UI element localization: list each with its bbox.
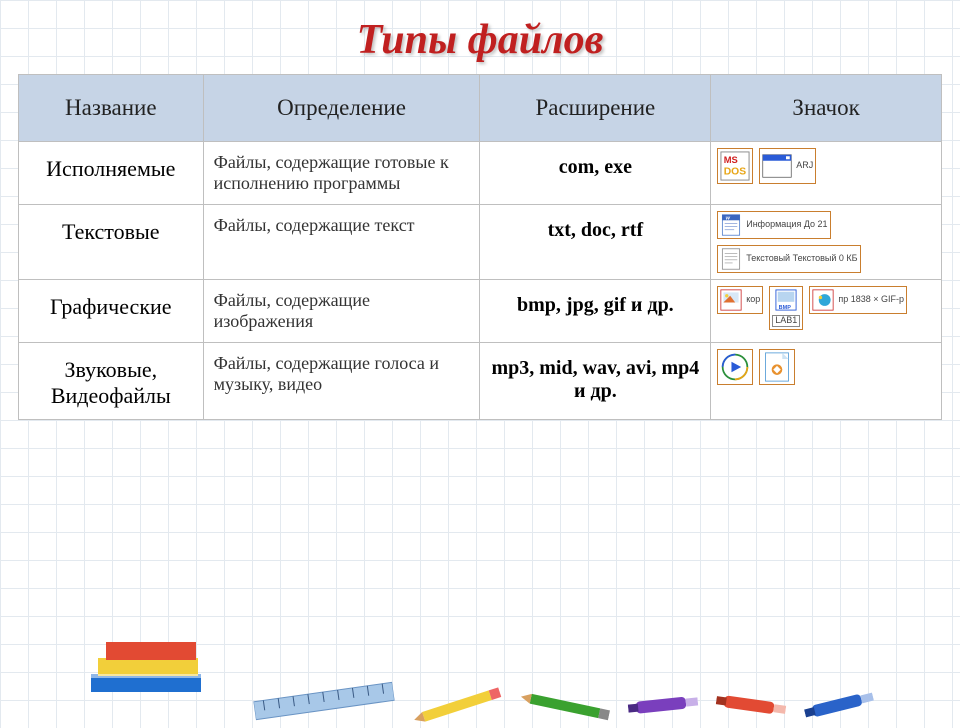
books-icon: [86, 624, 236, 714]
file-types-table: Название Определение Расширение Значок И…: [18, 74, 942, 420]
arj-window-icon: ARJ: [759, 148, 816, 184]
cell-ext: txt, doc, rtf: [480, 205, 711, 280]
marker-icon: [715, 691, 787, 719]
svg-text:BMP: BMP: [779, 305, 792, 311]
page-title: Типы файлов: [0, 0, 960, 74]
cell-def: Файлы, содержащие готовые к исполнению п…: [203, 142, 480, 205]
table-row: Звуковые, Видеофайлы Файлы, содержащие г…: [19, 343, 942, 420]
cell-name: Текстовые: [19, 205, 204, 280]
table-row: Графические Файлы, содержащие изображени…: [19, 280, 942, 343]
cell-ext: bmp, jpg, gif и др.: [480, 280, 711, 343]
cell-icons: MS DOS ARJ: [711, 142, 942, 205]
cell-def: Файлы, содержащие текст: [203, 205, 480, 280]
col-definition: Определение: [203, 75, 480, 142]
table-row: Исполняемые Файлы, содержащие готовые к …: [19, 142, 942, 205]
ruler-icon: [253, 678, 395, 723]
marker-icon: [627, 692, 698, 717]
pencil-icon: [519, 689, 610, 723]
icon-label: кор: [746, 295, 760, 305]
table-header-row: Название Определение Расширение Значок: [19, 75, 942, 142]
cell-def: Файлы, содержащие изображения: [203, 280, 480, 343]
media-player-icon: [717, 349, 753, 385]
stationery-strip: [0, 620, 960, 720]
cell-icons: [711, 343, 942, 420]
svg-text:DOS: DOS: [724, 166, 746, 177]
table-wrapper: Название Определение Расширение Значок И…: [0, 74, 960, 420]
gif-icon: пр 1838 × GIF-р: [809, 286, 907, 314]
icon-label: ARJ: [796, 161, 813, 171]
table-row: Текстовые Файлы, содержащие текст txt, d…: [19, 205, 942, 280]
txt-file-icon: Текстовый Текстовый 0 КБ: [717, 245, 860, 273]
icon-label: Информация До 21: [746, 220, 827, 230]
svg-text:MS: MS: [724, 155, 738, 165]
col-extension: Расширение: [480, 75, 711, 142]
cell-name: Исполняемые: [19, 142, 204, 205]
marker-icon: [803, 688, 875, 722]
cell-icons: W Информация До 21: [711, 205, 942, 280]
cell-name: Графические: [19, 280, 204, 343]
col-name: Название: [19, 75, 204, 142]
picture-icon: кор: [717, 286, 763, 314]
cell-def: Файлы, содержащие голоса и музыку, видео: [203, 343, 480, 420]
bmp-icon: BMP LAB1: [769, 286, 803, 330]
cell-ext: com, exe: [480, 142, 711, 205]
icon-label: LAB1: [772, 315, 800, 327]
word-doc-icon: W Информация До 21: [717, 211, 830, 239]
pencil-icon: [412, 684, 503, 727]
video-file-icon: [759, 349, 795, 385]
icon-label: пр 1838 × GIF-р: [838, 295, 904, 305]
cell-ext: mp3, mid, wav, avi, mp4 и др.: [480, 343, 711, 420]
svg-text:W: W: [726, 216, 731, 221]
cell-icons: кор BMP LAB1: [711, 280, 942, 343]
col-icon: Значок: [711, 75, 942, 142]
msdos-icon: MS DOS: [717, 148, 753, 184]
icon-label: Текстовый Текстовый 0 КБ: [746, 254, 857, 264]
cell-name: Звуковые, Видеофайлы: [19, 343, 204, 420]
